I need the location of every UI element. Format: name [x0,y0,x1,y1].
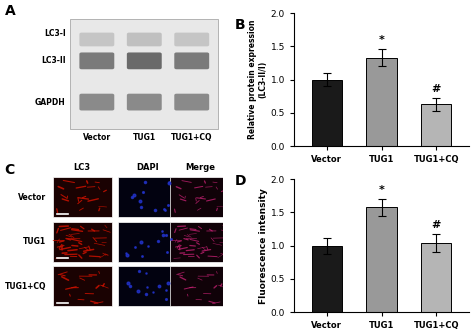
Bar [53,222,111,262]
Text: GAPDH: GAPDH [35,98,66,107]
Bar [312,246,342,312]
Bar [118,177,177,217]
FancyBboxPatch shape [174,33,209,46]
Text: *: * [379,185,384,195]
Text: *: * [379,35,384,45]
Bar [421,243,451,312]
Bar [312,80,342,146]
Text: #: # [432,84,441,94]
Bar [118,266,177,306]
Y-axis label: Fluorescence intensity: Fluorescence intensity [259,188,268,304]
Bar [171,266,229,306]
Text: A: A [5,4,16,18]
Bar [366,58,397,146]
Text: B: B [235,18,245,32]
FancyBboxPatch shape [80,94,114,111]
Text: TUG1: TUG1 [23,237,46,246]
Bar [53,177,111,217]
Bar [118,222,177,262]
Text: TUG1+CQ: TUG1+CQ [171,133,212,142]
FancyBboxPatch shape [127,33,162,46]
Bar [171,177,229,217]
Bar [421,104,451,146]
Text: C: C [5,163,15,177]
Text: LC3: LC3 [73,163,91,172]
Text: TUG1: TUG1 [133,133,156,142]
FancyBboxPatch shape [174,94,209,111]
FancyBboxPatch shape [127,52,162,69]
Text: Vector: Vector [18,193,46,202]
Y-axis label: Relative protein expression
(LC3-II/I): Relative protein expression (LC3-II/I) [248,20,268,139]
FancyBboxPatch shape [174,52,209,69]
Text: Merge: Merge [185,163,215,172]
Text: LC3-I: LC3-I [44,29,66,38]
FancyBboxPatch shape [127,94,162,111]
Bar [171,222,229,262]
Bar [366,207,397,312]
Bar [70,19,219,129]
Text: Vector: Vector [83,133,111,142]
Text: TUG1+CQ: TUG1+CQ [5,282,46,291]
Text: #: # [432,220,441,230]
Text: DAPI: DAPI [136,163,159,172]
FancyBboxPatch shape [80,33,114,46]
FancyBboxPatch shape [80,52,114,69]
Text: D: D [235,174,246,188]
Bar [53,266,111,306]
Text: LC3-II: LC3-II [41,56,66,65]
